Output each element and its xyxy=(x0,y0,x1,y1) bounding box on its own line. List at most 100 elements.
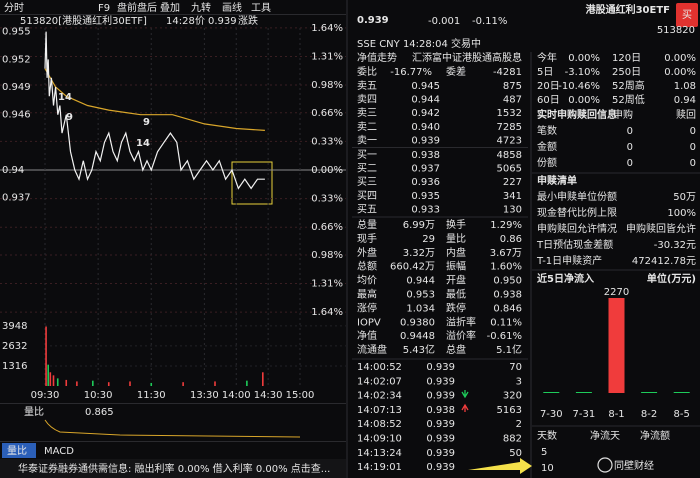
ticker-text: 华泰证券融券通供需信息: 融出利率 0.00% 借入利率 0.00% 点击查..… xyxy=(18,462,330,475)
volume-tick-label: 1316 xyxy=(2,361,27,372)
toolbar-item[interactable]: 叠加 xyxy=(160,2,180,14)
flow-category: 7-31 xyxy=(573,409,596,420)
book-price: 0.945 xyxy=(411,81,440,92)
stat-label: 净值 xyxy=(357,329,377,342)
book-volume: 227 xyxy=(503,177,522,188)
watermark: 同壁财经 xyxy=(614,459,654,472)
toolbar-item[interactable]: 分时 xyxy=(4,2,24,14)
divider xyxy=(530,52,532,478)
return-value: 0.00% xyxy=(568,95,600,106)
pct-tick-label: 0.66% xyxy=(311,108,343,119)
quote-price: 0.939 xyxy=(357,15,389,26)
row-value: 0 xyxy=(690,126,696,137)
nine-turn-label: 14 xyxy=(58,92,72,103)
volume-bar xyxy=(129,381,131,386)
stat-value: 0.953 xyxy=(406,290,435,301)
row-value: 0 xyxy=(627,142,633,153)
volume-bar xyxy=(47,364,49,386)
buy-button[interactable]: 买 xyxy=(682,9,692,21)
nine-turn-label: 9 xyxy=(143,117,150,128)
buy-button-bg[interactable] xyxy=(676,3,698,27)
x-tick-label: 10:30 xyxy=(84,390,113,401)
highlight-box xyxy=(231,161,273,205)
volume-tick-label: 2632 xyxy=(2,341,27,352)
row-value: 0 xyxy=(627,158,633,169)
tab-bg[interactable] xyxy=(2,443,36,458)
row-value: 0 xyxy=(627,126,633,137)
toolbar-item[interactable]: F9 xyxy=(98,3,110,14)
stat-value: 0.950 xyxy=(493,276,522,287)
table-row-label: 5 xyxy=(541,447,547,458)
row-value: -16.77% xyxy=(390,67,432,78)
tab[interactable]: 量比 xyxy=(7,445,27,457)
row-value: -4281 xyxy=(493,67,522,78)
stat-label: 换手 xyxy=(446,218,466,231)
stat-label: 开盘 xyxy=(446,274,466,287)
toolbar-item[interactable]: 工具 xyxy=(251,2,271,14)
book-label: 买五 xyxy=(357,203,377,215)
stat-label: 量比 xyxy=(446,233,466,245)
trade-price: 0.939 xyxy=(426,462,455,473)
stat-value: 0.938 xyxy=(493,290,522,301)
book-label: 卖四 xyxy=(357,94,377,106)
book-price: 0.933 xyxy=(411,204,440,215)
toolbar-item[interactable]: 九转 xyxy=(191,1,211,14)
book-volume: 875 xyxy=(503,81,522,92)
chart-time: 14:28 xyxy=(166,16,195,27)
divider xyxy=(0,403,346,404)
stat-label: 溢折率 xyxy=(446,315,476,328)
pct-tick-label: 1.31% xyxy=(311,279,343,290)
return-value: 0.00% xyxy=(568,53,600,64)
tab[interactable]: MACD xyxy=(44,446,74,457)
return-value: -10.46% xyxy=(558,81,600,92)
pct-tick-label: 0.66% xyxy=(311,222,343,233)
table-header: 净流天 xyxy=(590,429,620,442)
row-label: 委差 xyxy=(446,65,466,78)
stat-value: 0.9448 xyxy=(400,331,435,342)
stat-label: IOPV xyxy=(357,317,381,328)
stat-label: 内盘 xyxy=(446,246,466,259)
return-label: 60日 xyxy=(537,95,560,106)
book-price: 0.937 xyxy=(411,164,440,175)
price-tick-label: 0.952 xyxy=(2,54,31,65)
volume-bar xyxy=(246,380,248,386)
stat-label: 外盘 xyxy=(357,246,377,259)
volume-bar xyxy=(45,326,47,386)
trade-price: 0.939 xyxy=(426,362,455,373)
pct-tick-label: 1.64% xyxy=(311,307,343,318)
stat-label: 总量 xyxy=(357,218,377,231)
stat-value: 1.29% xyxy=(490,220,522,231)
row-label: 现金替代比例上限 xyxy=(537,206,617,219)
row-value: 0 xyxy=(690,142,696,153)
book-price: 0.935 xyxy=(411,191,440,202)
return-label: 20日 xyxy=(537,81,560,92)
return-value: -3.10% xyxy=(565,67,600,78)
chart-change-label: 涨跌 xyxy=(238,14,258,27)
watermark-icon xyxy=(597,457,613,473)
stat-label: 最高 xyxy=(357,288,377,301)
stat-label: 涨停 xyxy=(357,301,377,314)
price-tick-label: 0.946 xyxy=(2,110,31,121)
unit-label: 单位(万元) xyxy=(647,272,696,285)
volume-bar xyxy=(65,379,68,386)
volume-bar xyxy=(92,380,94,386)
column-header: 申购 xyxy=(613,108,633,121)
stat-value: 29 xyxy=(422,234,435,245)
price-tick-label: 0.955 xyxy=(2,27,31,38)
trade-price: 0.939 xyxy=(426,419,455,430)
trade-volume: 50 xyxy=(509,448,522,459)
toolbar-item[interactable]: 盘前盘后 xyxy=(117,1,157,14)
flow-bar xyxy=(608,298,625,393)
row-value: 0 xyxy=(690,158,696,169)
stat-value: 6.99万 xyxy=(403,220,435,231)
toolbar-item[interactable]: 画线 xyxy=(222,1,242,14)
flow-value-label: 2270 xyxy=(604,287,629,298)
book-volume: 1532 xyxy=(497,108,522,119)
trade-arrow xyxy=(461,403,469,412)
volume-bar xyxy=(56,378,59,386)
row-value: 申购赎回皆允许 xyxy=(626,222,696,235)
x-tick-label: 09:30 xyxy=(31,390,60,401)
book-label: 卖三 xyxy=(357,107,377,119)
